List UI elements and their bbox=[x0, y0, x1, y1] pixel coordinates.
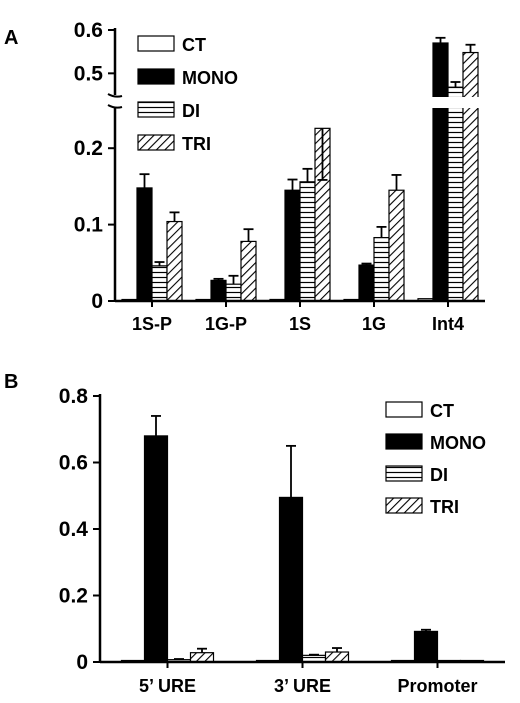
legend-label-di: DI bbox=[182, 101, 200, 121]
y-tick-label-4: 0.8 bbox=[59, 385, 89, 408]
legend-label-mono: MONO bbox=[430, 433, 486, 453]
y-tick-label-0: 0 bbox=[76, 651, 88, 674]
panel-a-letter: A bbox=[4, 27, 18, 49]
legend-swatch-ct bbox=[385, 401, 423, 418]
bar-di-4 bbox=[447, 86, 464, 302]
bar-mono-2 bbox=[284, 189, 301, 302]
axis-break-mark-upper bbox=[107, 93, 123, 98]
legend-swatch-mono bbox=[385, 433, 423, 450]
y-tick-label-2: 0.4 bbox=[59, 518, 89, 541]
bar-mono-1 bbox=[210, 279, 227, 302]
bar-tri-1 bbox=[240, 240, 257, 302]
x-tick-label-0: 5’ URE bbox=[139, 676, 196, 696]
y-tick-label-3: 0.6 bbox=[59, 452, 88, 475]
legend-swatch-ct bbox=[137, 35, 175, 52]
x-tick-label-4: Int4 bbox=[432, 314, 464, 334]
legend-label-ct: CT bbox=[430, 401, 454, 421]
legend-label-mono: MONO bbox=[182, 68, 238, 88]
panel-b-letter: B bbox=[4, 371, 18, 393]
x-tick-label-3: 1G bbox=[362, 314, 386, 334]
legend-label-tri: TRI bbox=[182, 134, 211, 154]
y-tick-label-upper-1: 0.6 bbox=[74, 19, 103, 42]
bar-mono-0 bbox=[143, 435, 169, 663]
bar-di-2 bbox=[299, 181, 316, 302]
x-tick-label-1: 3’ URE bbox=[274, 676, 331, 696]
legend-swatch-di bbox=[385, 465, 423, 482]
legend-swatch-tri bbox=[385, 497, 423, 514]
panel-b-chart: 0 0.2 0.4 0.6 0.8 5’ URE 3’ URE Promoter CT MONO D… bbox=[59, 385, 505, 696]
bar-tri-0 bbox=[166, 220, 183, 302]
x-tick-label-0: 1S-P bbox=[132, 314, 172, 334]
bar-mono-2 bbox=[413, 630, 439, 663]
x-tick-label-2: 1S bbox=[289, 314, 311, 334]
legend-swatch-mono bbox=[137, 68, 175, 85]
bar-tri-3 bbox=[388, 189, 405, 302]
y-tick-label-lower-2: 0.2 bbox=[74, 137, 103, 160]
bar-tri-0 bbox=[189, 652, 215, 663]
y-tick-label-1: 0.2 bbox=[59, 585, 88, 608]
bar-mono-4 bbox=[432, 42, 449, 302]
bar-di-3 bbox=[373, 236, 390, 302]
y-tick-label-lower-1: 0.1 bbox=[74, 214, 104, 237]
legend-label-tri: TRI bbox=[430, 497, 459, 517]
bar-tri-4 bbox=[462, 51, 479, 302]
x-tick-label-2: Promoter bbox=[397, 676, 477, 696]
legend-swatch-tri bbox=[137, 134, 175, 151]
legend-label-ct: CT bbox=[182, 35, 206, 55]
axis-break-gap bbox=[107, 97, 489, 108]
legend-label-di: DI bbox=[430, 465, 448, 485]
bar-mono-0 bbox=[136, 187, 153, 302]
bar-tri-1 bbox=[324, 651, 350, 663]
axis-break-mark-lower bbox=[107, 104, 123, 109]
legend-swatch-di bbox=[137, 101, 175, 118]
bar-mono-1 bbox=[278, 496, 304, 663]
bar-di-1 bbox=[225, 283, 242, 302]
bar-di-0 bbox=[151, 265, 168, 302]
y-tick-label-lower-0: 0 bbox=[91, 290, 103, 313]
bar-mono-3 bbox=[358, 264, 375, 302]
x-tick-label-1: 1G-P bbox=[205, 314, 247, 334]
y-tick-label-upper-0: 0.5 bbox=[74, 62, 104, 85]
panel-a-chart: 0 0.1 0.2 0.5 0.6 1S-P 1G-P 1S 1G Int4 CT MONO DI TRI bbox=[74, 19, 489, 334]
